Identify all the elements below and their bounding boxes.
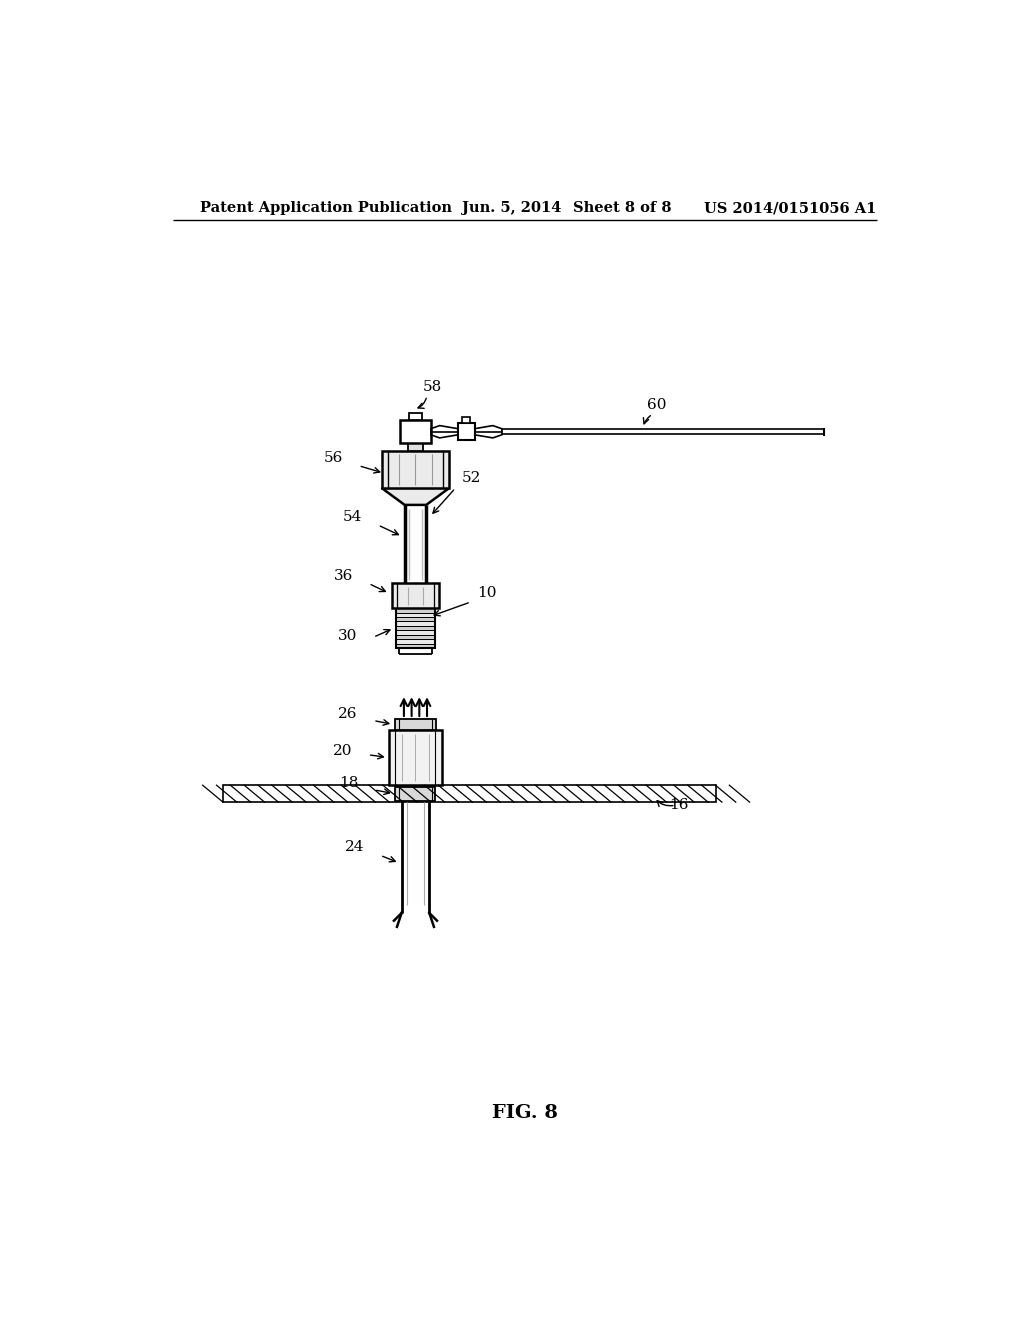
Polygon shape [382,488,450,506]
Text: Jun. 5, 2014: Jun. 5, 2014 [462,202,561,215]
Text: FIG. 8: FIG. 8 [492,1105,558,1122]
Bar [223,785,716,803]
Bar [396,644,435,648]
Text: 30: 30 [338,628,357,643]
Text: 26: 26 [338,708,357,721]
Bar [396,631,435,635]
Text: 58: 58 [423,380,442,393]
Bar [409,412,422,420]
Bar [396,635,435,639]
Bar [394,719,436,730]
Text: Sheet 8 of 8: Sheet 8 of 8 [573,202,672,215]
Text: 54: 54 [343,510,362,524]
Text: 20: 20 [333,743,352,758]
Bar [382,451,450,488]
Text: 60: 60 [646,397,666,412]
Bar [408,444,423,451]
Bar [463,417,470,424]
Text: 52: 52 [462,471,481,484]
Text: 10: 10 [477,586,497,601]
Text: 36: 36 [334,569,353,582]
Bar [396,639,435,644]
Text: US 2014/0151056 A1: US 2014/0151056 A1 [705,202,877,215]
Bar [396,612,435,616]
Bar [396,609,435,612]
Bar [391,583,439,609]
Bar [502,429,823,434]
Text: Patent Application Publication: Patent Application Publication [200,202,452,215]
Bar [395,787,435,800]
Bar [396,616,435,622]
Text: 56: 56 [324,451,343,465]
Bar [400,420,431,444]
Bar [396,622,435,626]
Bar [458,424,475,441]
Bar [396,626,435,631]
Text: 18: 18 [339,776,358,791]
Bar [396,609,435,648]
Text: 16: 16 [670,799,689,812]
Text: 24: 24 [345,841,365,854]
Bar [389,730,441,785]
